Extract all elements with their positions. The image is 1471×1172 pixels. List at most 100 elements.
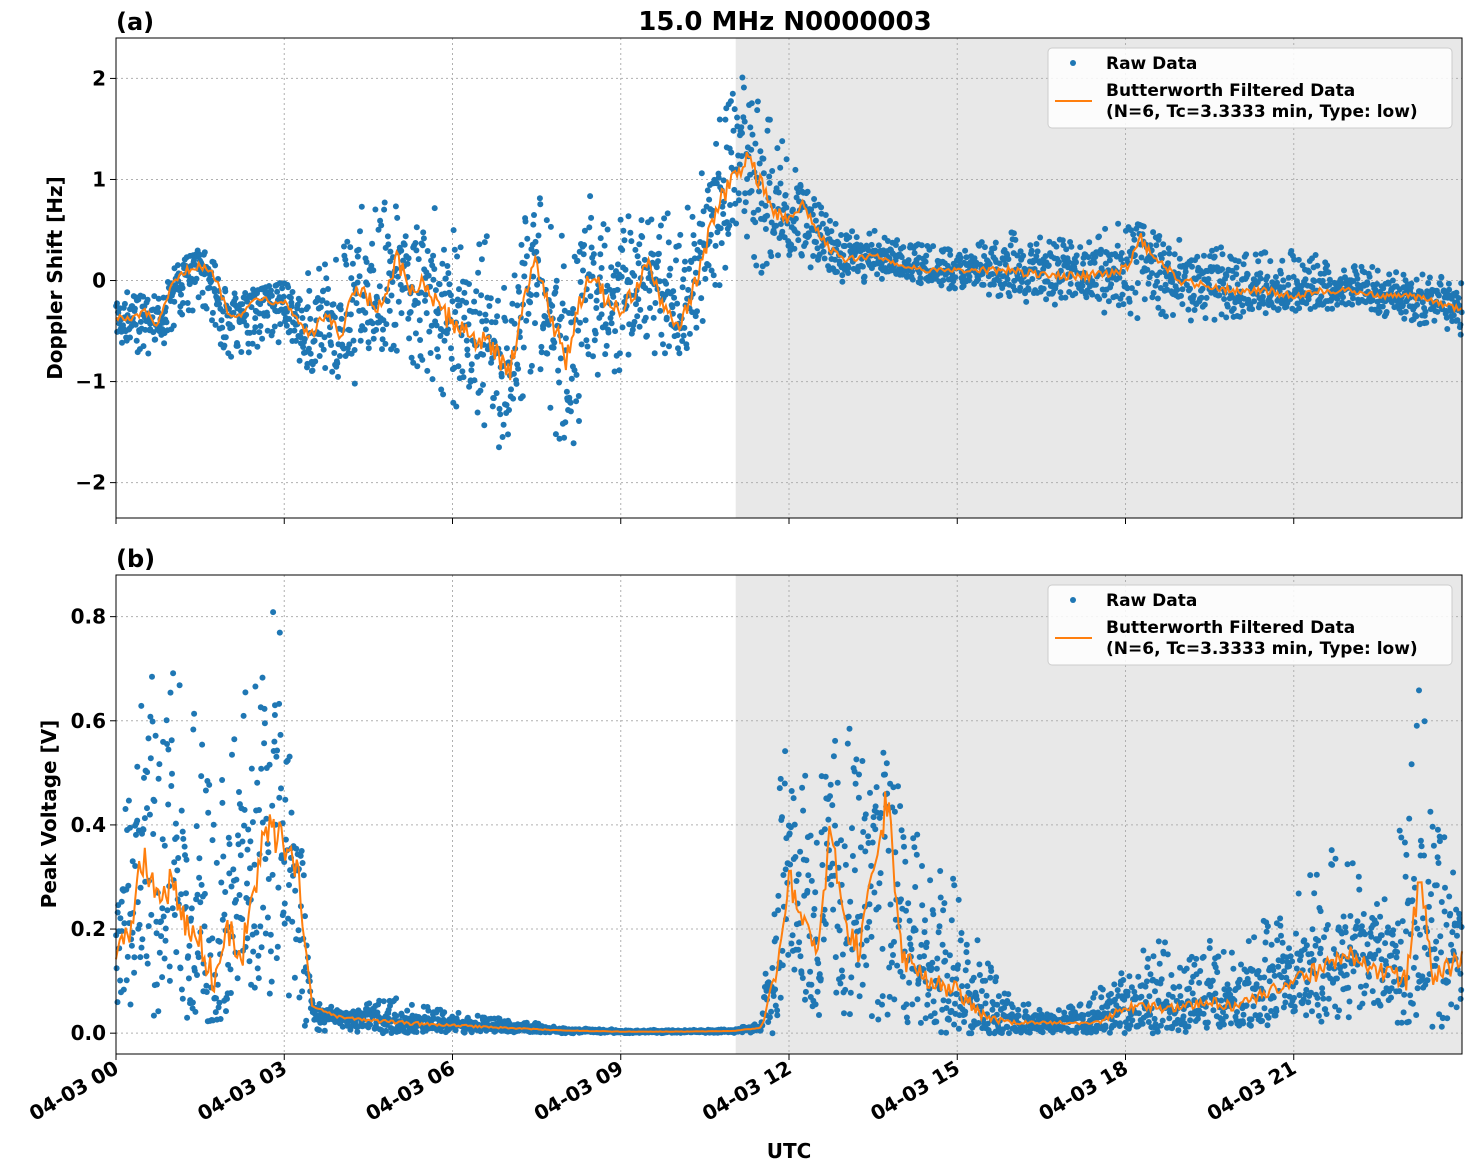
raw-data-point: [1243, 1002, 1250, 1009]
raw-data-point: [765, 1019, 772, 1025]
raw-data-point: [131, 954, 138, 961]
raw-data-point: [619, 324, 626, 331]
raw-data-point: [170, 322, 177, 329]
raw-data-point: [905, 900, 912, 907]
raw-data-point: [132, 321, 139, 328]
raw-data-point: [773, 935, 780, 942]
raw-data-point: [1239, 302, 1246, 309]
raw-data-point: [987, 974, 994, 981]
raw-data-point: [669, 304, 676, 311]
raw-data-point: [680, 276, 687, 283]
raw-data-point: [882, 771, 888, 778]
raw-data-point: [667, 265, 674, 272]
raw-data-point: [362, 309, 369, 316]
raw-data-point: [276, 629, 283, 636]
raw-data-point: [1291, 256, 1298, 263]
raw-data-point: [379, 336, 386, 343]
raw-data-point: [889, 804, 896, 811]
raw-data-point: [140, 293, 147, 300]
raw-data-point: [873, 784, 880, 791]
raw-data-point: [918, 941, 925, 948]
raw-data-point: [1306, 268, 1312, 275]
raw-data-point: [771, 230, 778, 236]
raw-data-point: [1300, 996, 1307, 1003]
raw-data-point: [866, 230, 873, 237]
raw-data-point: [188, 905, 195, 912]
raw-data-point: [917, 280, 924, 287]
raw-data-point: [602, 321, 609, 328]
raw-data-point: [150, 831, 157, 837]
raw-data-point: [113, 965, 120, 972]
raw-data-point: [452, 309, 459, 315]
raw-data-point: [733, 220, 740, 227]
raw-data-point: [677, 231, 684, 238]
raw-data-point: [1096, 233, 1102, 240]
raw-data-point: [446, 281, 453, 288]
raw-data-point: [891, 938, 897, 945]
raw-data-point: [249, 819, 256, 826]
raw-data-point: [250, 286, 257, 293]
raw-data-point: [942, 949, 949, 956]
raw-data-point: [276, 794, 283, 801]
raw-data-point: [531, 212, 537, 218]
raw-data-point: [617, 216, 624, 223]
raw-data-point: [644, 332, 650, 339]
raw-data-point: [868, 241, 875, 248]
raw-data-point: [766, 173, 773, 180]
raw-data-point: [1051, 301, 1058, 308]
raw-data-point: [1091, 990, 1098, 997]
raw-data-point: [349, 260, 356, 267]
raw-data-point: [376, 283, 383, 290]
raw-data-point: [1264, 923, 1271, 930]
raw-data-point: [731, 106, 738, 113]
raw-data-point: [827, 781, 834, 788]
raw-data-point: [1067, 239, 1074, 245]
raw-data-point: [258, 765, 265, 772]
raw-data-point: [936, 923, 943, 930]
raw-data-point: [1063, 246, 1070, 253]
raw-data-point: [627, 229, 634, 236]
raw-data-point: [839, 951, 846, 958]
raw-data-point: [180, 300, 186, 306]
raw-data-point: [244, 846, 251, 853]
raw-data-point: [128, 942, 135, 949]
raw-data-point: [777, 221, 784, 227]
raw-data-point: [604, 226, 611, 233]
raw-data-point: [1374, 281, 1380, 287]
raw-data-point: [847, 898, 854, 905]
raw-data-point: [1023, 298, 1030, 305]
raw-data-point: [369, 240, 376, 247]
raw-data-point: [996, 260, 1003, 267]
raw-data-point: [612, 328, 619, 335]
raw-data-point: [713, 180, 720, 187]
raw-data-point: [221, 911, 228, 918]
raw-data-point: [1307, 306, 1314, 312]
raw-data-point: [121, 300, 128, 307]
raw-data-point: [509, 300, 516, 307]
raw-data-point: [1445, 280, 1452, 287]
raw-data-point: [946, 952, 953, 959]
raw-data-point: [245, 340, 252, 347]
raw-data-point: [275, 884, 282, 891]
raw-data-point: [769, 965, 776, 971]
raw-data-point: [931, 1010, 938, 1017]
raw-data-point: [277, 321, 284, 328]
raw-data-point: [1152, 988, 1158, 995]
raw-data-point: [1180, 1013, 1187, 1020]
raw-data-point: [679, 284, 686, 291]
raw-data-point: [937, 894, 944, 901]
raw-data-point: [1389, 277, 1396, 284]
raw-data-point: [1211, 253, 1218, 260]
raw-data-point: [930, 243, 937, 250]
raw-data-point: [1129, 1017, 1136, 1024]
raw-data-point: [237, 852, 244, 859]
raw-data-point: [1435, 292, 1442, 299]
raw-data-point: [775, 252, 781, 259]
raw-data-point: [534, 281, 541, 288]
raw-data-point: [1135, 1010, 1142, 1017]
raw-data-point: [876, 880, 883, 887]
raw-data-point: [1244, 271, 1251, 278]
raw-data-point: [424, 367, 431, 374]
raw-data-point: [982, 977, 989, 984]
